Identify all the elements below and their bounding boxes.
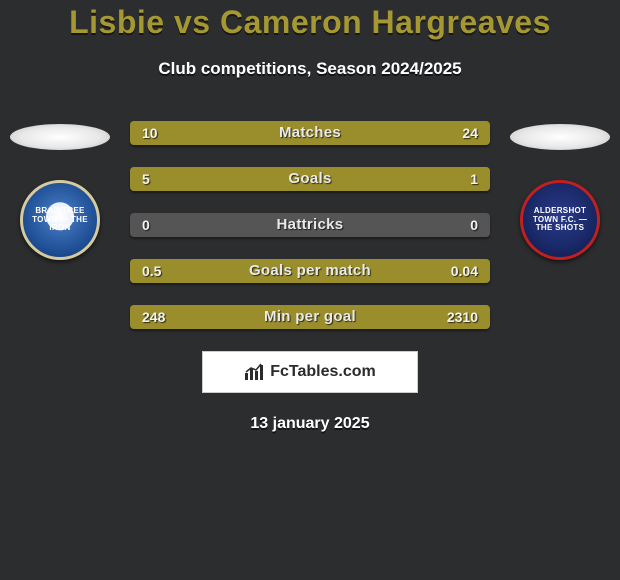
player-slot-left	[10, 124, 110, 150]
page-subtitle: Club competitions, Season 2024/2025	[0, 59, 620, 79]
stat-row: 00Hattricks	[130, 213, 490, 237]
stat-label: Min per goal	[130, 305, 490, 329]
club-badge-left-label: BRAINTREE TOWN — THE IRON	[23, 203, 97, 236]
stat-label: Hattricks	[130, 213, 490, 237]
stat-row: 2482310Min per goal	[130, 305, 490, 329]
comparison-card: Lisbie vs Cameron Hargreaves Club compet…	[0, 0, 620, 580]
stat-row: 51Goals	[130, 167, 490, 191]
player-slot-right	[510, 124, 610, 150]
snapshot-date: 13 january 2025	[0, 415, 620, 433]
stat-label: Matches	[130, 121, 490, 145]
brand-text: FcTables.com	[270, 363, 376, 381]
page-title: Lisbie vs Cameron Hargreaves	[0, 4, 620, 41]
stat-row: 0.50.04Goals per match	[130, 259, 490, 283]
stat-row: 1024Matches	[130, 121, 490, 145]
brand-box: FcTables.com	[202, 351, 418, 393]
stats-block: 1024Matches 51Goals 00Hattricks 0.50.04Goal…	[130, 121, 490, 329]
club-badge-right-label: ALDERSHOT TOWN F.C. — THE SHOTS	[523, 203, 597, 236]
club-badge-left: BRAINTREE TOWN — THE IRON	[20, 180, 100, 260]
club-badge-right: ALDERSHOT TOWN F.C. — THE SHOTS	[520, 180, 600, 260]
bar-chart-icon	[244, 363, 266, 381]
stat-label: Goals	[130, 167, 490, 191]
stat-label: Goals per match	[130, 259, 490, 283]
